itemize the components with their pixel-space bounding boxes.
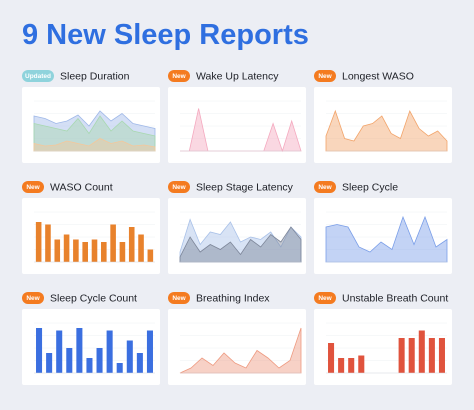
card-title: Sleep Cycle Count xyxy=(50,292,137,304)
bar xyxy=(398,338,405,373)
card-title: Wake Up Latency xyxy=(196,70,279,82)
area xyxy=(33,138,156,152)
bar xyxy=(35,222,42,262)
bar xyxy=(119,242,126,262)
card-title: Sleep Cycle xyxy=(342,181,398,193)
badge xyxy=(314,292,336,304)
bar xyxy=(128,227,135,262)
bar xyxy=(91,239,98,262)
badge-text: New xyxy=(318,73,332,80)
card-title: Longest WASO xyxy=(342,70,414,82)
bar xyxy=(101,242,107,262)
bar xyxy=(428,338,435,373)
bar xyxy=(82,242,88,262)
area xyxy=(325,215,448,263)
bar xyxy=(54,239,61,262)
area xyxy=(179,226,302,263)
chart-card xyxy=(168,87,306,163)
bar xyxy=(136,353,143,373)
bar xyxy=(146,330,153,373)
badge-text: New xyxy=(172,73,186,80)
badge-text: New xyxy=(318,184,332,191)
bar xyxy=(438,338,445,373)
bar xyxy=(348,358,355,373)
area xyxy=(325,109,448,152)
chart-card xyxy=(168,309,306,385)
bar xyxy=(147,249,154,262)
card-title: WASO Count xyxy=(50,181,113,193)
badge xyxy=(314,181,336,193)
page-title: 9 New Sleep Reports xyxy=(22,19,309,51)
card-title: Sleep Stage Latency xyxy=(196,181,294,193)
bar xyxy=(45,224,51,262)
badge xyxy=(22,292,44,304)
bar xyxy=(138,234,144,262)
bar xyxy=(76,328,83,373)
bar xyxy=(338,358,345,373)
bar xyxy=(358,355,365,373)
bar xyxy=(418,330,425,373)
bar xyxy=(96,348,103,373)
chart-card xyxy=(168,198,306,274)
chart-card xyxy=(314,198,452,274)
bar xyxy=(126,340,133,373)
badge xyxy=(22,70,54,82)
bar xyxy=(116,363,123,373)
badge-text: New xyxy=(26,184,40,191)
bar xyxy=(63,234,70,262)
card-title: Sleep Duration xyxy=(60,70,130,82)
bar xyxy=(110,224,116,262)
badge-text: New xyxy=(318,295,332,302)
badge xyxy=(22,181,44,193)
badge xyxy=(314,70,336,82)
bar xyxy=(46,353,53,373)
bar xyxy=(66,348,73,373)
bar xyxy=(36,328,43,373)
area xyxy=(33,110,156,152)
card-title: Unstable Breath Count xyxy=(342,292,448,304)
badge xyxy=(168,181,190,193)
chart-card xyxy=(22,87,160,163)
card-title: Breathing Index xyxy=(196,292,270,304)
bar xyxy=(106,330,113,373)
badge-text: Updated xyxy=(25,73,51,80)
badge xyxy=(168,292,190,304)
area xyxy=(179,218,302,263)
bar xyxy=(86,358,93,373)
badge-text: New xyxy=(172,295,186,302)
badge-text: New xyxy=(26,295,40,302)
bar xyxy=(328,343,335,373)
bar xyxy=(73,239,79,262)
badge-text: New xyxy=(172,184,186,191)
area xyxy=(179,327,302,374)
bar xyxy=(408,338,415,373)
bar xyxy=(56,330,63,373)
chart-card xyxy=(22,309,160,385)
chart-card xyxy=(314,87,452,163)
badge xyxy=(168,70,190,82)
